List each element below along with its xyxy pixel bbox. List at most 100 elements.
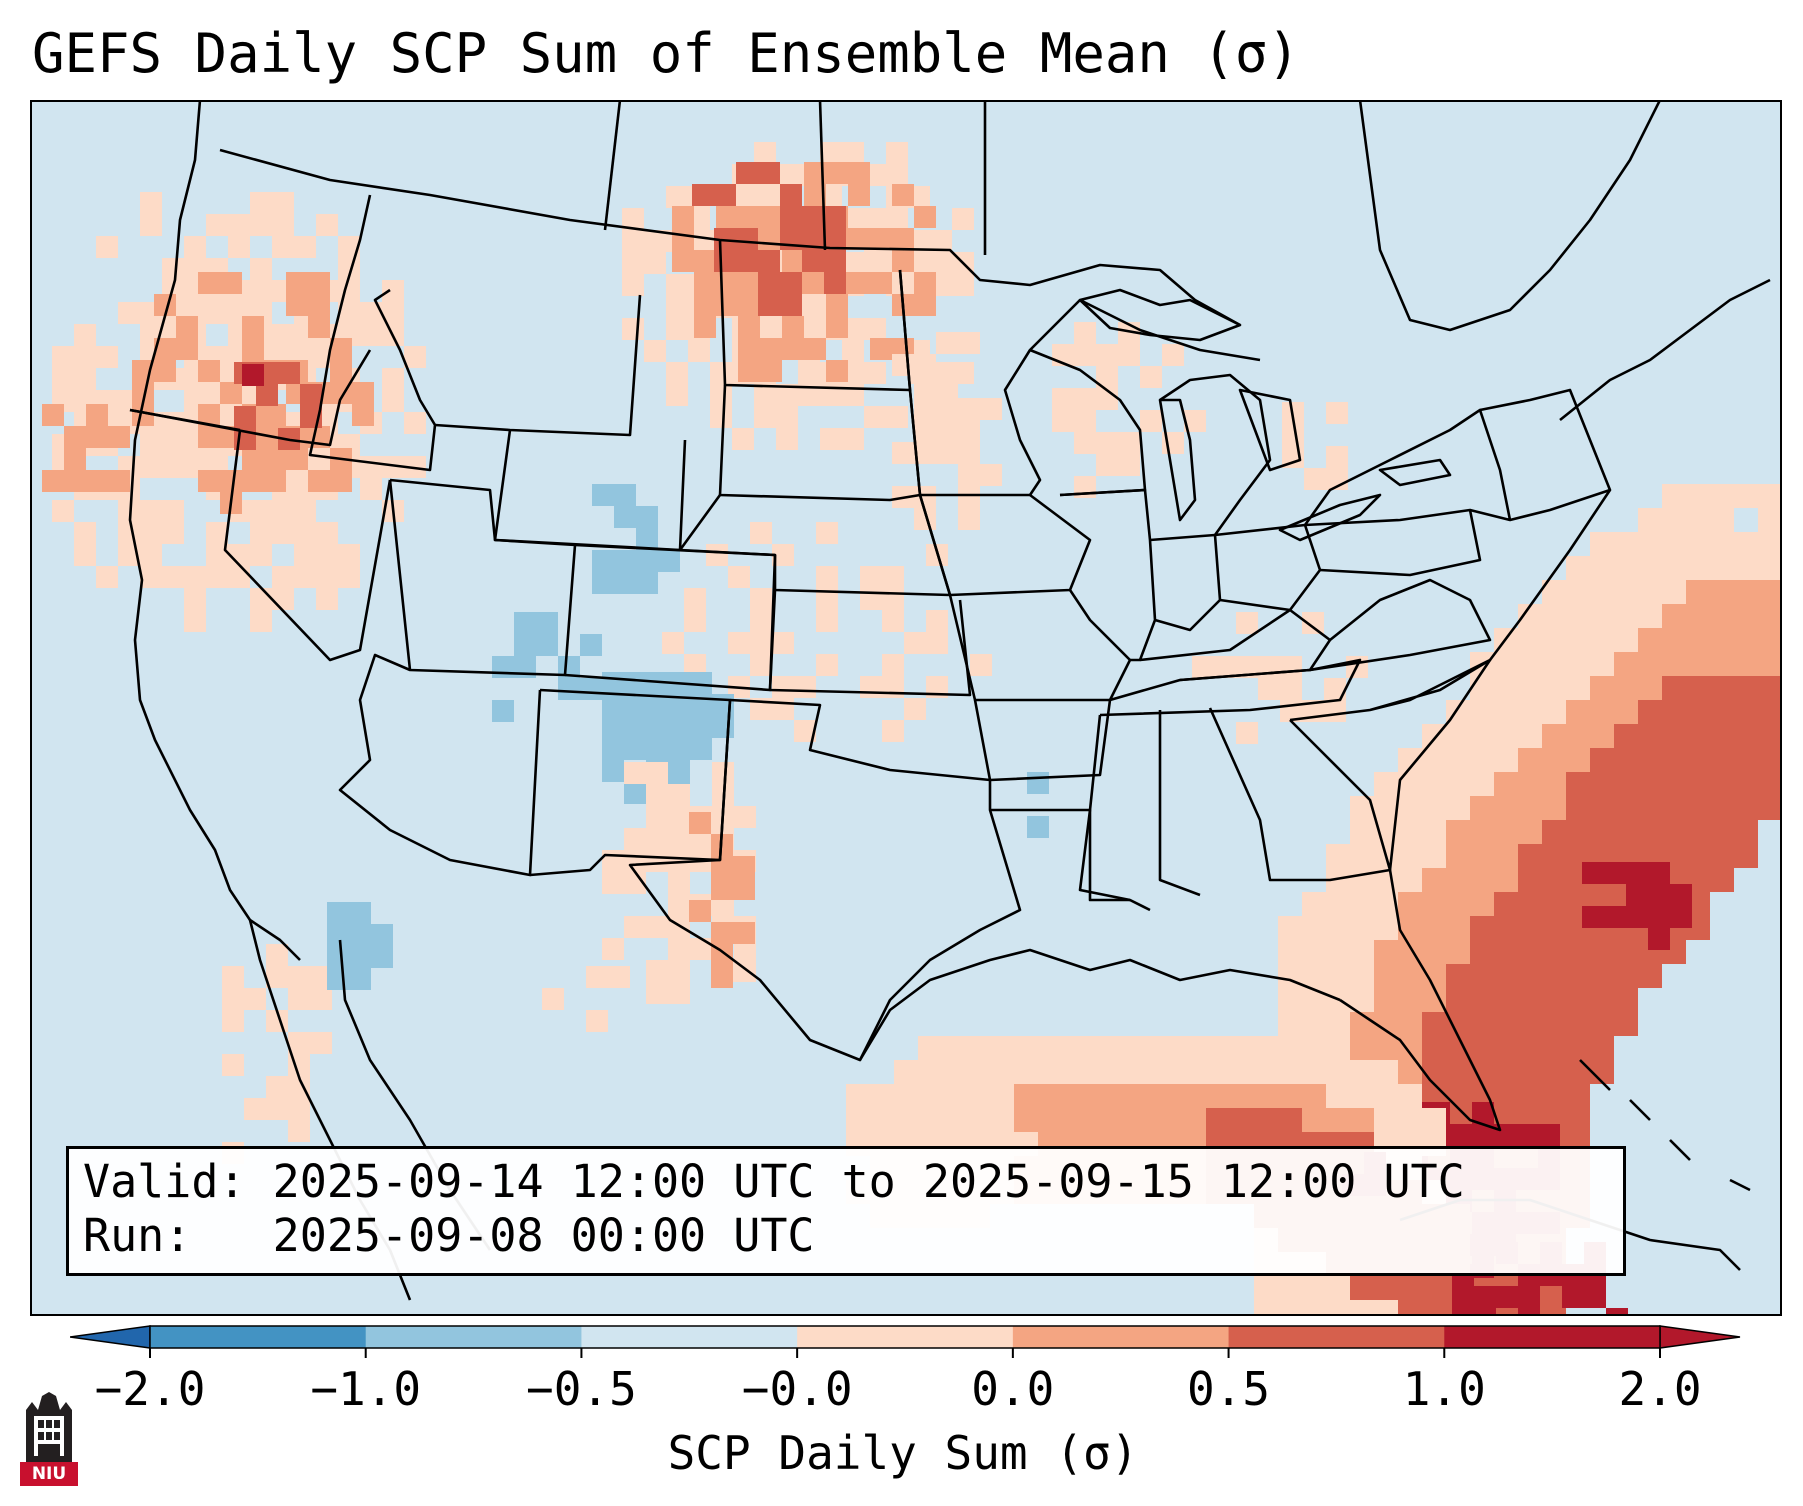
scp-cell [1374,796,1398,820]
scp-cell [1302,612,1324,634]
scp-cell [804,184,826,206]
scp-cell [1074,322,1096,344]
scp-cell [780,272,802,294]
scp-cell [892,250,914,272]
scp-cell [758,250,780,272]
scp-cell [668,982,690,1004]
scp-cell [842,340,864,362]
scp-cell [694,294,716,316]
scp-cell [140,500,162,522]
scp-cell [1278,1012,1302,1036]
scp-cell [1326,402,1348,424]
scp-cell [602,694,624,716]
scp-cell [1686,628,1710,652]
scp-cell [754,142,776,164]
scp-cell [958,442,980,464]
scp-cell [1374,772,1398,796]
scp-cell [1326,1276,1350,1300]
scp-cell [1614,556,1638,580]
scp-cell [250,588,272,610]
scp-cell [272,236,294,258]
scp-cell [1324,700,1346,722]
scp-cell [602,716,624,738]
scp-cell [286,448,308,470]
scp-cell [668,716,690,738]
scp-cell [1326,1012,1350,1036]
scp-cell [308,294,330,316]
scp-cell [732,186,754,208]
scp-cell [140,214,162,236]
scp-cell [52,500,74,522]
scp-cell [1518,676,1542,700]
scp-cell [758,162,780,184]
scp-cell [1326,446,1348,468]
scp-cell [1566,604,1590,628]
scp-cell [780,206,802,228]
scp-cell [1162,344,1184,366]
scp-cell [870,338,892,360]
scp-cell [780,294,802,316]
scp-cell [592,550,614,572]
scp-cell [658,550,680,572]
scp-cell [206,544,228,566]
scp-cell [710,406,732,428]
scp-cell [733,856,755,878]
scp-cell [1184,410,1206,432]
scp-cell [1518,724,1542,748]
scp-cell [338,544,360,566]
scp-cell [794,720,816,742]
scp-cell [272,500,294,522]
scp-cell [1638,580,1662,604]
scp-cell [1324,678,1346,700]
scp-cell [338,280,360,302]
scp-cell [1096,432,1118,454]
scp-cell [1254,1276,1278,1300]
scp-cell [1350,916,1374,940]
scp-cell [1278,988,1302,1012]
scp-cell [154,338,176,360]
scp-cell [242,316,264,338]
scp-cell [1236,612,1258,634]
scp-cell [266,966,288,988]
scp-cell [349,902,371,924]
scp-cell [1302,1012,1326,1036]
scp-cell [1494,700,1518,724]
scp-cell [842,142,864,164]
scp-cell [914,486,936,508]
scp-cell [1734,580,1758,604]
scp-cell [668,738,690,760]
scp-cell [382,456,404,478]
scp-cell [711,922,733,944]
scp-cell [668,694,690,716]
scp-cell [716,206,738,228]
scp-cell [750,632,772,654]
scp-cell [1494,724,1518,748]
scp-cell [602,672,624,694]
scp-cell [776,384,798,406]
scp-cell [1214,656,1236,678]
scp-cell [1446,796,1470,820]
scp-cell [1734,484,1758,508]
scp-cell [404,412,426,434]
scp-cell [738,338,760,360]
scp-cell [1140,410,1162,432]
scp-cell [206,302,228,324]
scp-cell [826,360,848,382]
scp-cell [668,828,690,850]
scp-cell [288,1076,310,1098]
scp-cell [1374,916,1398,940]
scp-cell [316,566,338,588]
scp-cell [864,252,886,274]
scp-cell [140,434,162,456]
scp-cell [602,738,624,760]
scp-cell [162,500,184,522]
scp-cell [74,544,96,566]
scp-cell [914,354,936,376]
scp-cell [264,404,286,426]
scp-cell [1710,580,1734,604]
scp-cell [1710,508,1734,532]
scp-cell [712,716,734,738]
scp-cell [220,272,242,294]
scp-cell [580,678,602,700]
scp-cell [1590,628,1614,652]
